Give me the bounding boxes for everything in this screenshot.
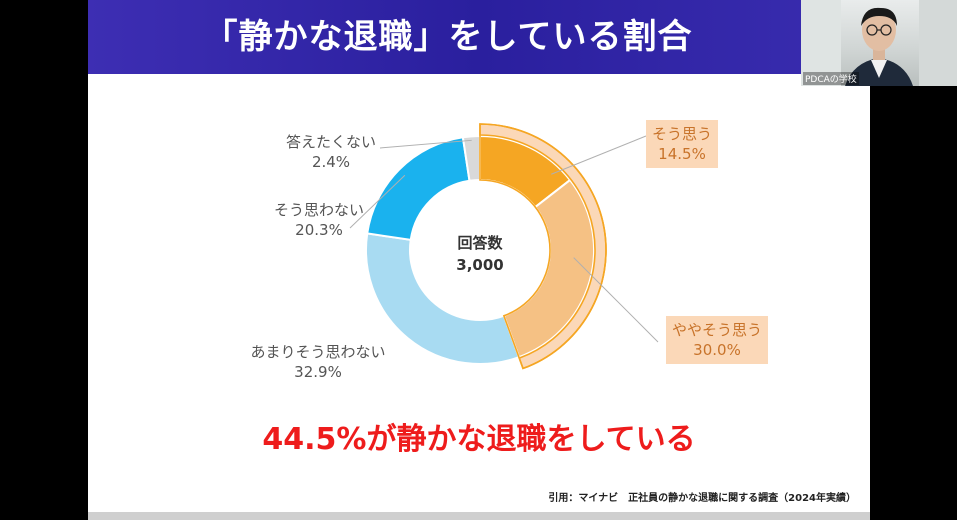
label-amari: あまりそう思わない 32.9% (248, 342, 388, 382)
label-kotaetakunai: 答えたくない 2.4% (276, 132, 386, 172)
slide-title: 「静かな退職」をしている割合 (203, 17, 693, 57)
webcam-feed: PDCAの学校 (801, 0, 957, 86)
callout-label: ややそう思う (672, 321, 763, 339)
center-label-title: 回答数 (457, 234, 503, 252)
slice-value: 20.3% (295, 221, 343, 239)
bottom-strip (88, 512, 870, 520)
title-bar: 「静かな退職」をしている割合 (88, 0, 870, 74)
label-sou-omowanai: そう思わない 20.3% (264, 200, 374, 240)
leader-line (379, 139, 472, 149)
callout-value: 30.0% (693, 341, 741, 359)
slice-value: 2.4% (311, 153, 351, 171)
highlight-outline (479, 123, 607, 370)
slice-label: 答えたくない (285, 133, 376, 151)
leader-line (349, 174, 406, 229)
citation: 引用：マイナビ 正社員の静かな退職に関する調査（2024年実績） (548, 493, 856, 504)
slice-label: あまりそう思わない (250, 343, 386, 361)
callout-value: 14.5% (658, 145, 706, 163)
pie-slice (365, 232, 521, 365)
leader-line (573, 257, 659, 343)
slice-label: そう思わない (273, 201, 364, 219)
leader-line (551, 135, 647, 175)
center-label-value: 3,000 (456, 256, 504, 274)
donut-chart (349, 123, 659, 370)
callout-yaya-sou-omou: ややそう思う 30.0% (666, 316, 769, 364)
callout-label: そう思う (652, 125, 713, 143)
presenter-icon (801, 0, 957, 86)
webcam-label: PDCAの学校 (803, 72, 859, 85)
callout-sou-omou: そう思う 14.5% (646, 120, 719, 168)
center-label: 回答数 3,000 (440, 232, 520, 276)
slice-value: 32.9% (294, 363, 342, 381)
highlight-text: 44.5%が静かな退職をしている (262, 422, 696, 457)
slide: 「静かな退職」をしている割合 回答数 3,000 そう思う 14.5% ややそう… (88, 0, 870, 520)
